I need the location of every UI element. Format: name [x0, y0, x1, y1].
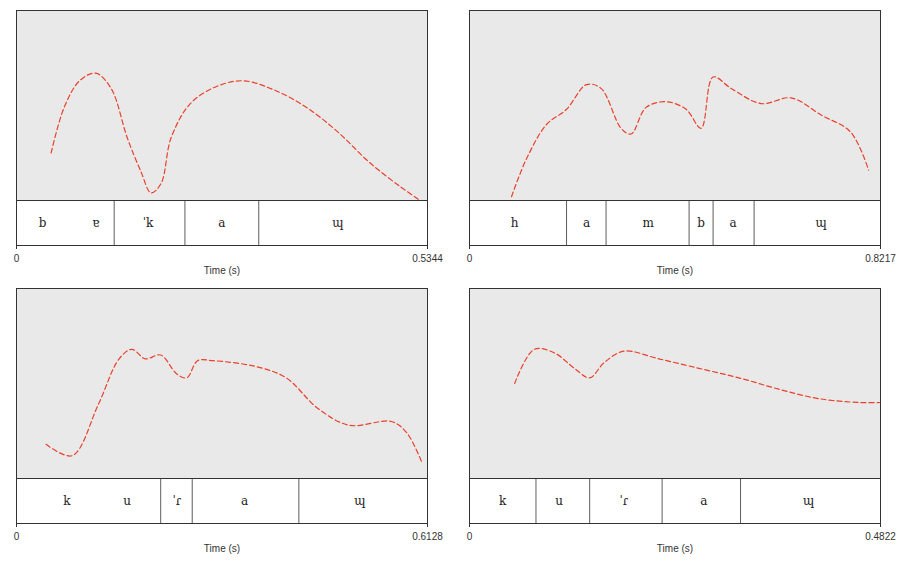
svg-text:ˈk: ˈk [143, 216, 154, 230]
svg-text:Time (s): Time (s) [204, 265, 240, 276]
svg-text:ɰ: ɰ [815, 216, 826, 230]
svg-text:b: b [697, 216, 705, 230]
svg-text:m: m [642, 216, 654, 230]
svg-text:u: u [123, 494, 131, 508]
svg-text:h: h [511, 216, 519, 230]
svg-text:0.6128: 0.6128 [412, 531, 443, 542]
svg-text:0: 0 [14, 253, 20, 264]
svg-text:b: b [39, 216, 47, 230]
svg-text:0: 0 [14, 531, 20, 542]
svg-text:ˈɾ: ˈɾ [619, 494, 628, 508]
svg-text:k: k [63, 494, 71, 508]
svg-text:0.5344: 0.5344 [412, 253, 443, 264]
svg-text:Time (s): Time (s) [204, 543, 240, 554]
svg-text:k: k [499, 494, 507, 508]
svg-text:a: a [218, 216, 225, 230]
svg-text:0: 0 [467, 253, 473, 264]
svg-text:a: a [583, 216, 590, 230]
svg-text:0: 0 [467, 531, 473, 542]
svg-text:ɰ: ɰ [803, 494, 814, 508]
svg-text:Time (s): Time (s) [657, 543, 693, 554]
svg-text:ɐ: ɐ [92, 216, 99, 230]
svg-text:u: u [555, 494, 563, 508]
svg-text:a: a [700, 494, 707, 508]
svg-text:a: a [241, 494, 248, 508]
svg-text:0.4822: 0.4822 [865, 531, 896, 542]
svg-text:ˈɾ: ˈɾ [172, 494, 181, 508]
svg-text:ɰ: ɰ [332, 216, 343, 230]
svg-text:ɰ: ɰ [354, 494, 365, 508]
svg-text:Time (s): Time (s) [657, 265, 693, 276]
svg-text:0.8217: 0.8217 [865, 253, 896, 264]
svg-text:a: a [730, 216, 737, 230]
